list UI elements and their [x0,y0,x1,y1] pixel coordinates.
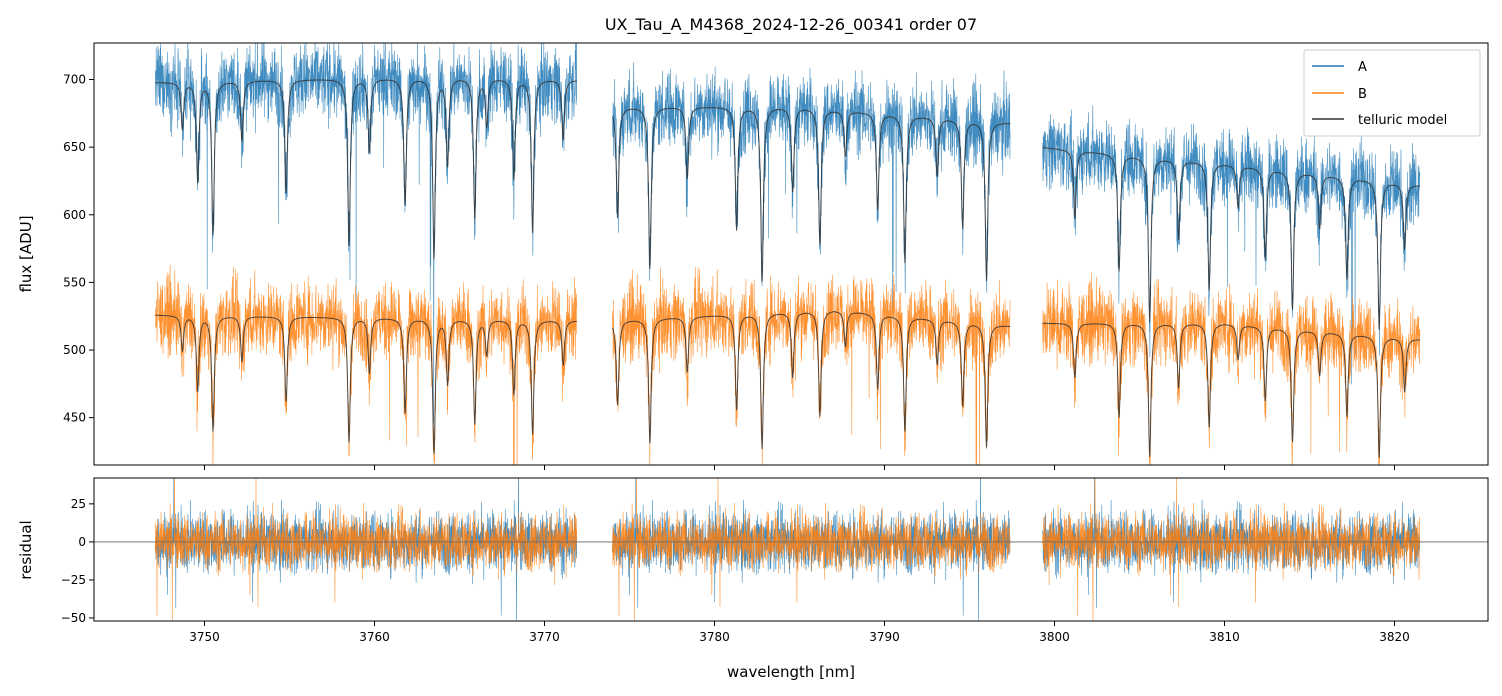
flux-x-ticks [204,465,1395,470]
x-axis-label: wavelength [nm] [727,663,855,681]
telluric-model-b-segment-1 [155,314,577,455]
x-tick-label: 3810 [1209,630,1240,644]
x-tick-label: 3790 [869,630,900,644]
flux-y-tick-label: 450 [63,411,86,425]
flux-y-tick-label: 550 [63,275,86,289]
residual-y-ticks: −50 −25 0 25 [61,497,94,625]
spectrum-b-segment-3 [1042,272,1421,465]
spectrum-b-segment-1 [154,264,577,465]
telluric-model-a-segment-1 [155,79,577,260]
residual-axes-frame [93,477,1489,622]
x-tick-label: 3760 [359,630,390,644]
residual-b-segment-1 [154,478,577,621]
residual-a-segment-2 [612,478,1011,621]
residual-panel: −50 −25 0 25 3750 3760 3770 3780 3790 3800 3810 38… [17,477,1489,681]
x-tick-label: 3750 [189,630,220,644]
spectrum-a-segment-3 [1042,105,1421,385]
flux-y-tick-label: 600 [63,208,86,222]
flux-y-tick-label: 700 [63,73,86,87]
telluric-model-a-segment-3 [1042,147,1420,330]
residual-b-segment-2 [612,478,1011,621]
flux-y-tick-label: 650 [63,140,86,154]
residual-y-tick-label: −50 [61,611,86,625]
residual-y-tick-label: 25 [71,497,86,511]
legend: A B telluric model [1303,49,1481,137]
telluric-model-b-segment-2 [612,311,1011,450]
x-tick-label: 3780 [699,630,730,644]
flux-y-axis-label: flux [ADU] [17,215,35,292]
chart-title: UX_Tau_A_M4368_2024-12-26_00341 order 07 [605,15,977,35]
spectrum-a-segment-2 [612,62,1011,315]
telluric-model-a-segment-2 [612,107,1011,283]
residual-y-tick-label: 0 [78,535,86,549]
spectrum-a-segment-1 [154,43,577,424]
flux-panel: 450 500 550 600 650 700 flux [ADU] A B tellur… [17,42,1489,470]
flux-plot-area [154,43,1421,465]
flux-y-ticks: 450 500 550 600 650 700 [63,73,94,425]
flux-y-tick-label: 500 [63,343,86,357]
residual-y-axis-label: residual [17,520,35,579]
residual-b-segment-3 [1042,478,1421,621]
residual-plot-area [94,478,1488,621]
legend-label-model: telluric model [1358,113,1447,128]
residual-x-ticks: 3750 3760 3770 3780 3790 3800 3810 3820 [189,621,1410,644]
flux-axes-frame [93,42,1489,466]
legend-label-b: B [1358,87,1367,102]
legend-frame [1303,49,1481,137]
legend-label-a: A [1358,60,1367,75]
x-tick-label: 3770 [529,630,560,644]
residual-y-tick-label: −25 [61,573,86,587]
spectrum-b-segment-2 [612,267,1011,465]
telluric-model-b-segment-3 [1042,322,1420,458]
x-tick-label: 3820 [1379,630,1410,644]
x-tick-label: 3800 [1039,630,1070,644]
